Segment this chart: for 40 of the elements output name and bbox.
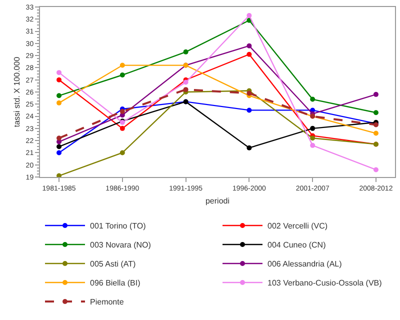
point (373, 167, 378, 172)
point (310, 126, 316, 131)
point (246, 90, 252, 96)
point (56, 136, 62, 141)
point (246, 108, 252, 113)
legend-label: 006 Alessandria (AL) (268, 260, 342, 269)
point (183, 49, 188, 54)
point (183, 87, 188, 92)
point (246, 43, 252, 48)
point (310, 96, 316, 102)
point (56, 70, 62, 76)
y-axis-title: tassi std. X 100.000 (12, 56, 22, 128)
point (183, 80, 188, 85)
point (373, 92, 378, 97)
point (310, 142, 316, 148)
point (373, 130, 378, 136)
point (246, 13, 252, 18)
point (246, 52, 252, 57)
point (120, 72, 125, 78)
point (56, 93, 62, 98)
legend-label: 103 Verbano-Cusio-Ossola (VB) (268, 278, 382, 288)
point (120, 126, 125, 131)
legend-label: 096 Biella (BI) (90, 278, 141, 288)
point (120, 150, 125, 156)
legend-label: Piemonte (90, 298, 124, 307)
point (246, 145, 252, 150)
point (56, 77, 62, 82)
legend-label: 005 Asti (AT) (90, 260, 136, 269)
point (56, 144, 62, 150)
point (373, 110, 378, 116)
point (120, 62, 125, 68)
point (120, 108, 125, 114)
point (310, 136, 316, 141)
point (56, 150, 62, 156)
legend-label: 001 Torino (TO) (90, 222, 146, 231)
legend-label: 002 Vercelli (VC) (268, 222, 328, 231)
legend-label: 003 Novara (NO) (90, 240, 152, 250)
legend-label: 004 Cuneo (CN) (268, 240, 326, 250)
x-axis-title: periodi (205, 196, 230, 206)
point (56, 100, 62, 106)
